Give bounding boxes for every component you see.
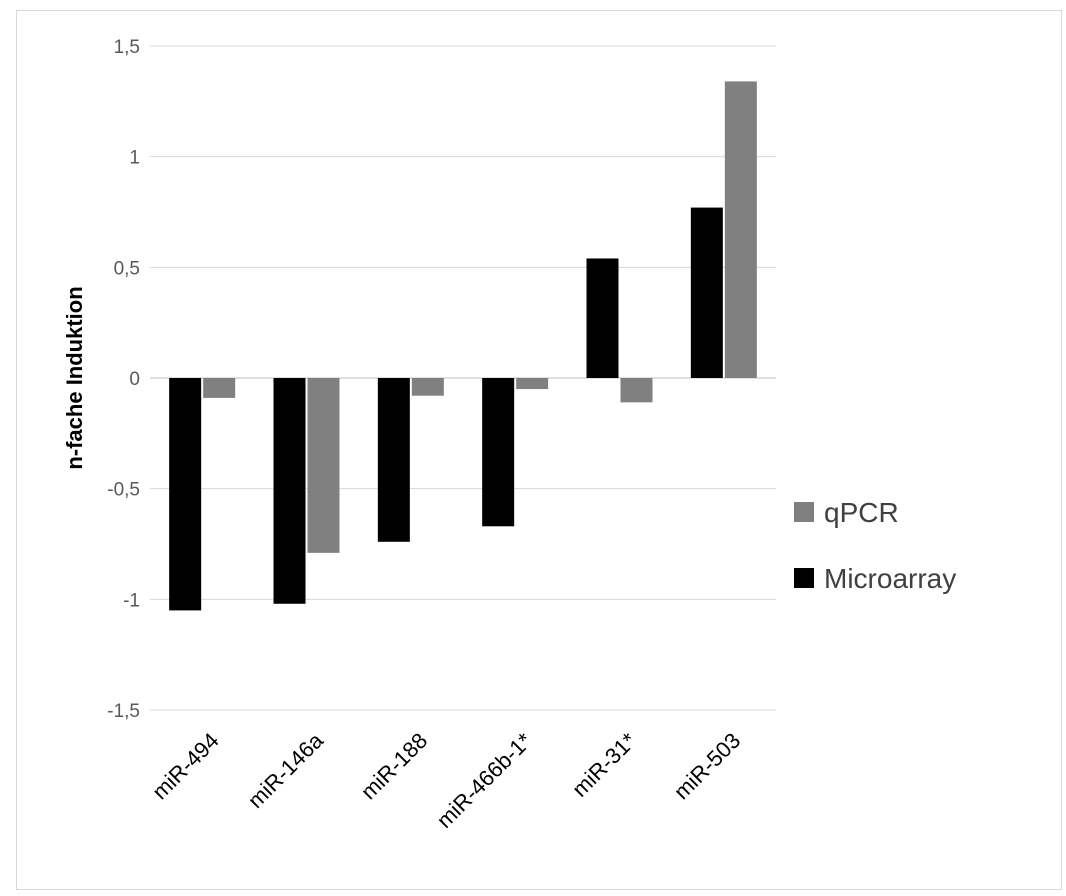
bar-microarray-3 — [482, 378, 515, 527]
x-tick-label: miR-503 — [669, 728, 745, 804]
legend-label-microarray: Microarray — [824, 563, 956, 594]
y-tick-label: -1 — [123, 590, 140, 611]
y-tick-labels: 1,5 1 0,5 0 -0,5 -1 -1,5 — [107, 37, 140, 722]
y-tick-label: 1,5 — [114, 37, 140, 58]
bar-microarray-2 — [377, 378, 410, 542]
bar-qpcr-4 — [620, 378, 653, 403]
x-tick-label: miR-188 — [356, 728, 432, 804]
legend: qPCR Microarray — [794, 497, 956, 594]
bar-qpcr-2 — [411, 378, 444, 396]
bar-qpcr-5 — [724, 81, 757, 378]
y-tick-label: 0,5 — [114, 258, 140, 279]
bar-qpcr-3 — [516, 378, 549, 390]
y-tick-label: -0,5 — [107, 480, 140, 501]
bar-qpcr-0 — [203, 378, 236, 398]
bar-qpcr-1 — [307, 378, 340, 553]
gridlines — [150, 45, 776, 711]
y-axis-label: n-fache Induktion — [62, 286, 87, 469]
bar-microarray-0 — [169, 378, 202, 611]
y-tick-label: 0 — [129, 369, 140, 390]
x-tick-label: miR-494 — [147, 728, 223, 804]
x-tick-label: miR-31* — [567, 728, 641, 802]
x-tick-label: miR-466b-1* — [432, 728, 537, 833]
x-tick-labels: miR-494 miR-146a miR-188 miR-466b-1* miR-31*… — [147, 727, 745, 833]
legend-swatch-microarray — [794, 568, 814, 588]
bar-microarray-4 — [586, 258, 619, 378]
legend-label-qpcr: qPCR — [824, 497, 899, 528]
y-tick-label: -1,5 — [107, 701, 140, 722]
legend-swatch-qpcr — [794, 502, 814, 522]
bar-microarray-1 — [273, 378, 306, 604]
y-tick-label: 1 — [129, 148, 140, 169]
x-tick-label: miR-146a — [243, 727, 329, 813]
bar-microarray-5 — [690, 207, 723, 378]
bars — [169, 81, 757, 611]
